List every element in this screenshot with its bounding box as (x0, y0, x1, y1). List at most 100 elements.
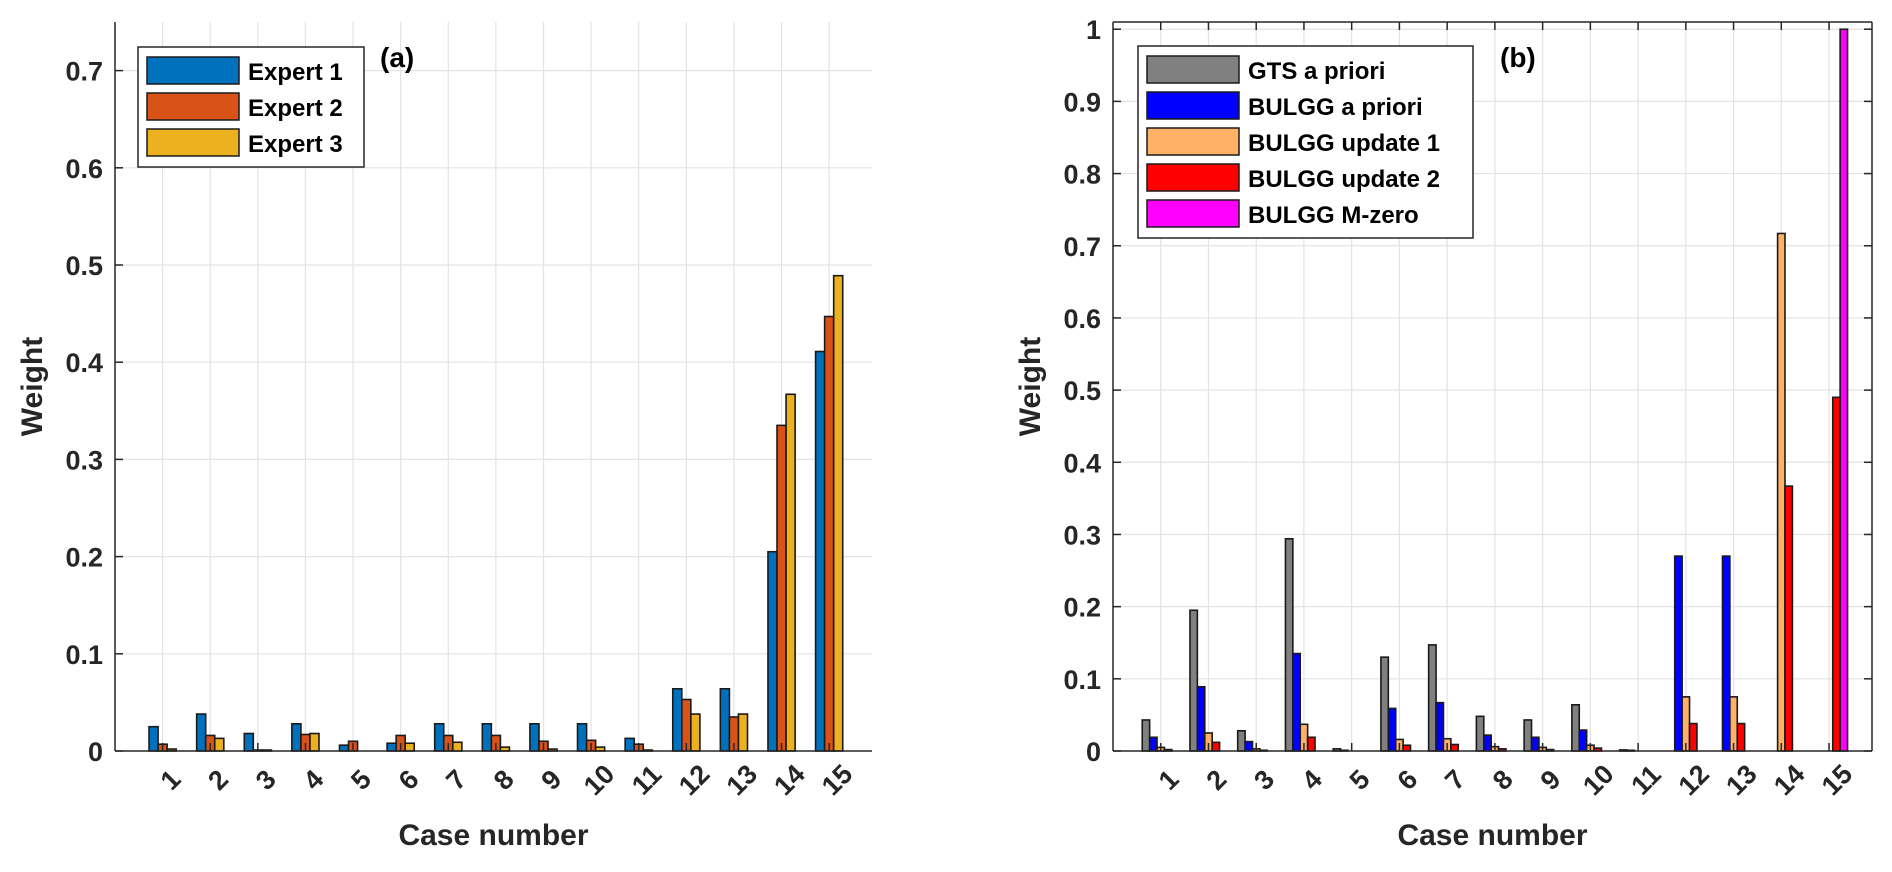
bar-expert-3-case-2 (213, 737, 225, 752)
bar-gts-a-priori-case-4 (1284, 537, 1294, 752)
bar-bulgg-update-2-case-15 (1831, 396, 1841, 752)
bar-expert-1-case-3 (243, 732, 255, 752)
legend-entry-label: BULGG a priori (1248, 94, 1423, 121)
bar-bulgg-update-1-case-12 (1681, 696, 1691, 752)
bar-bulgg-a-priori-case-1 (1148, 736, 1158, 752)
bar-gts-a-priori-case-3 (1236, 729, 1246, 752)
bar-expert-1-case-5 (338, 744, 350, 752)
bar-expert-3-case-6 (404, 742, 416, 752)
panel-a-y-ticks: 0 0.1 0.2 0.3 0.4 0.5 0.6 0.7 (65, 57, 123, 767)
bar-gts-a-priori-case-6 (1380, 656, 1390, 752)
x-tick-label: 15 (816, 759, 858, 801)
bar-bulgg-a-priori-case-8 (1482, 734, 1492, 752)
y-tick-label: 0.5 (1063, 376, 1101, 406)
bar-expert-3-case-13 (737, 713, 749, 752)
y-tick-label: 0.4 (1063, 448, 1101, 478)
panel-a-y-axis-label: Weight (16, 337, 49, 436)
panel-b-legend: GTS a priori BULGG a priori BULGG update 1… (1137, 45, 1474, 239)
panel-b-y-ticks: 0 0.1 0.2 0.3 0.4 0.5 0.6 0.7 0.8 0.9 1 (1063, 15, 1872, 767)
bar-expert-1-case-12 (671, 687, 683, 752)
x-tick-label: 7 (1439, 764, 1471, 796)
legend-swatch (146, 92, 240, 121)
y-tick-label: 0.4 (65, 348, 103, 378)
y-tick-label: 0.6 (65, 154, 103, 184)
bar-bulgg-update-2-case-4 (1306, 736, 1316, 752)
x-tick-label: 12 (1673, 759, 1715, 801)
bar-gts-a-priori-case-1 (1141, 719, 1151, 752)
x-tick-label: 3 (1248, 764, 1280, 796)
y-tick-label: 0 (1086, 737, 1101, 767)
x-tick-label: 9 (1535, 764, 1567, 796)
bar-expert-1-case-15 (814, 350, 826, 752)
x-tick-label: 15 (1816, 759, 1858, 801)
panel-a-legend: Expert 1 Expert 2 Expert 3 (137, 46, 365, 168)
x-tick-label: 1 (155, 764, 187, 796)
y-tick-label: 0.3 (65, 445, 103, 475)
y-tick-label: 0.6 (1063, 304, 1101, 334)
x-tick-label: 5 (345, 764, 377, 796)
y-tick-label: 0.2 (65, 543, 103, 573)
y-tick-label: 1 (1086, 15, 1101, 45)
bar-expert-3-case-7 (451, 741, 463, 752)
legend-entry-label: Expert 2 (248, 95, 343, 122)
bar-expert-2-case-14 (776, 424, 787, 752)
bar-expert-3-case-15 (832, 274, 844, 752)
x-tick-label: 4 (298, 764, 330, 796)
x-tick-label: 13 (721, 759, 763, 801)
bar-bulgg-a-priori-case-9 (1530, 736, 1540, 752)
panel-a-chart: 00.10.20.30.40.50.60.7 1 2 3 4 5 6 7 8 9 10 11 12 13… (16, 22, 872, 852)
bar-expert-1-case-7 (433, 722, 445, 752)
legend-swatch (1146, 163, 1240, 192)
x-tick-label: 11 (1625, 759, 1666, 800)
x-tick-label: 8 (1487, 764, 1519, 796)
bar-expert-3-case-4 (309, 732, 320, 752)
y-tick-label: 0.2 (1063, 593, 1101, 623)
bar-bulgg-a-priori-case-12 (1673, 555, 1683, 752)
bar-bulgg-a-priori-case-4 (1292, 652, 1302, 752)
bar-expert-3-case-14 (785, 393, 796, 752)
bar-bulgg-a-priori-case-6 (1387, 707, 1397, 752)
legend-entry-label: BULGG M-zero (1248, 202, 1419, 229)
x-tick-label: 5 (1344, 764, 1376, 796)
panel-b-y-axis-label: Weight (1014, 337, 1047, 436)
legend-swatch (1146, 55, 1240, 84)
bar-bulgg-update-2-case-7 (1450, 743, 1460, 752)
bar-gts-a-priori-case-10 (1571, 704, 1581, 752)
legend-swatch (1146, 91, 1240, 120)
bar-bulgg-a-priori-case-7 (1435, 701, 1445, 752)
legend-entry-label: BULGG update 2 (1248, 166, 1440, 193)
bar-expert-1-case-1 (148, 725, 159, 752)
bar-bulgg-a-priori-case-3 (1244, 740, 1254, 752)
panel-b-axes (1112, 21, 1873, 752)
bar-expert-1-case-8 (481, 722, 493, 752)
x-tick-label: 14 (768, 759, 810, 801)
y-tick-label: 0.5 (65, 251, 103, 281)
y-tick-label: 0.8 (1063, 160, 1101, 190)
legend-entry-label: Expert 1 (248, 59, 343, 86)
bar-gts-a-priori-case-9 (1523, 719, 1533, 752)
y-tick-label: 0.7 (1063, 232, 1101, 262)
bar-expert-1-case-9 (529, 722, 540, 752)
legend-swatch (146, 56, 240, 85)
y-tick-label: 0.3 (1063, 520, 1101, 550)
bar-gts-a-priori-case-7 (1427, 644, 1437, 752)
x-tick-label: 10 (578, 759, 620, 801)
bar-expert-3-case-12 (690, 713, 701, 752)
bar-bulgg-update-2-case-2 (1211, 741, 1221, 752)
bar-bulgg-update-1-case-14 (1776, 232, 1786, 752)
x-tick-label: 3 (250, 764, 282, 796)
bar-bulgg-update-1-case-13 (1729, 696, 1739, 752)
x-tick-label: 8 (488, 764, 520, 796)
x-tick-label: 6 (393, 764, 425, 796)
bar-expert-1-case-11 (624, 737, 635, 752)
x-tick-label: 11 (626, 759, 667, 800)
panel-b-x-axis-label: Case number (1397, 819, 1587, 852)
bar-bulgg-update-2-case-14 (1784, 485, 1794, 752)
bar-expert-1-case-13 (719, 687, 731, 752)
legend-entry-label: GTS a priori (1248, 58, 1385, 85)
y-tick-label: 0.1 (65, 640, 103, 670)
y-tick-label: 0.7 (65, 57, 103, 87)
y-tick-label: 0 (88, 737, 103, 767)
x-tick-label: 2 (202, 764, 234, 796)
bar-expert-1-case-10 (576, 722, 588, 752)
